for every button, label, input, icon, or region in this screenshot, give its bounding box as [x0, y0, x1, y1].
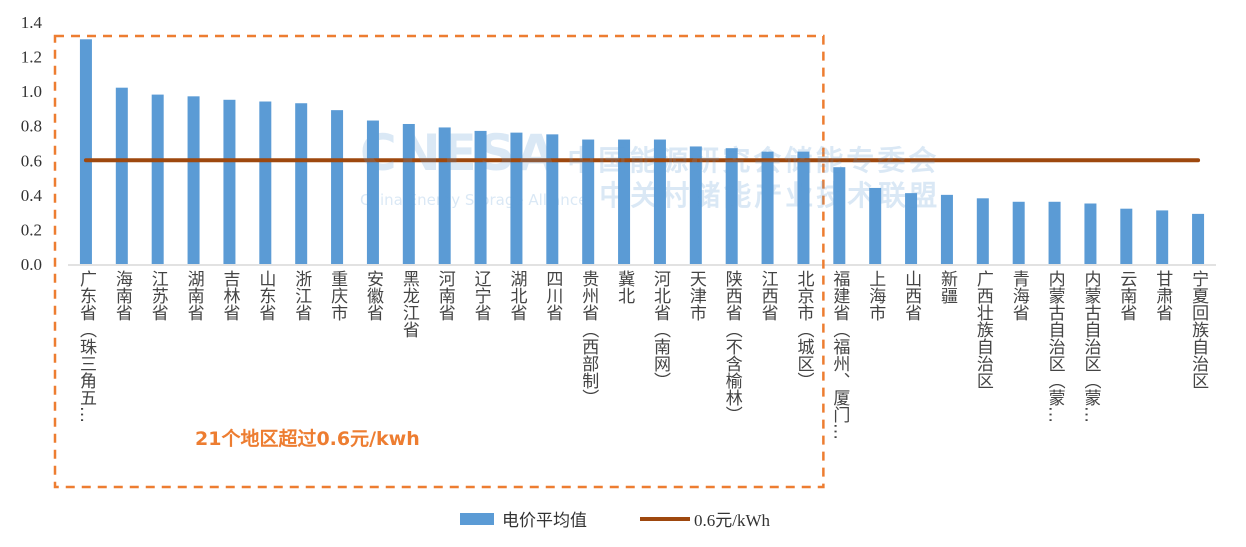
x-tick-label: 湖南省 — [183, 270, 204, 321]
x-tick-label: 新疆 — [936, 270, 957, 304]
bar — [618, 139, 631, 264]
legend-label: 0.6元/kWh — [694, 511, 771, 530]
legend-item-line: 0.6元/kWh — [640, 506, 770, 531]
x-tick-label: 宁夏回族自治区 — [1188, 270, 1209, 389]
bar — [1120, 208, 1133, 264]
x-tick-label: 海南省 — [111, 270, 132, 321]
bar — [869, 187, 882, 264]
y-tick-label: 0.0 — [21, 255, 42, 274]
y-tick-label: 0.8 — [21, 117, 42, 136]
bar — [187, 96, 200, 264]
legend-item-bar: 电价平均值 — [460, 506, 587, 531]
bar — [940, 194, 953, 264]
bar — [402, 123, 415, 264]
bar — [366, 120, 379, 265]
bar — [1192, 213, 1205, 264]
x-tick-label: 北京市（城区） — [793, 270, 814, 389]
bar — [1156, 210, 1169, 264]
legend-label: 电价平均值 — [502, 511, 587, 531]
x-tick-label: 江苏省 — [147, 270, 168, 321]
legend-swatch-line — [640, 516, 690, 521]
bar — [259, 101, 272, 264]
bar — [438, 127, 451, 264]
x-tick-label: 内蒙古自治区（蒙… — [1044, 270, 1065, 423]
bar — [833, 167, 846, 264]
bar — [510, 132, 523, 264]
x-tick-label: 云南省 — [1116, 270, 1137, 321]
bar — [905, 193, 918, 264]
bar — [546, 134, 559, 264]
bar — [1012, 201, 1025, 264]
x-tick-label: 安徽省 — [362, 270, 383, 321]
y-tick-label: 0.4 — [21, 186, 43, 205]
y-tick-label: 1.2 — [21, 48, 42, 67]
annotation-text: 21个地区超过0.6元/kwh — [195, 428, 420, 450]
bar — [1084, 203, 1097, 264]
bar — [1048, 201, 1061, 264]
bar — [474, 130, 487, 264]
bar — [331, 110, 344, 265]
x-tick-label: 重庆市 — [327, 270, 348, 321]
x-tick-label: 黑龙江省 — [398, 270, 419, 338]
x-tick-label: 河南省 — [434, 270, 455, 321]
x-tick-label: 河北省（南网） — [649, 270, 670, 389]
bar — [725, 148, 738, 264]
x-tick-label: 上海市 — [865, 270, 886, 321]
x-tick-label: 湖北省 — [506, 270, 527, 321]
x-tick-label: 四川省 — [542, 270, 563, 321]
bar — [761, 151, 774, 264]
bar — [976, 198, 989, 264]
bar — [79, 39, 92, 265]
bar — [689, 146, 702, 264]
bar — [151, 94, 164, 264]
x-tick-label: 冀北 — [614, 270, 635, 304]
x-tick-label: 广西壮族自治区 — [972, 270, 993, 389]
x-tick-label: 贵州省（西部制） — [578, 270, 599, 406]
x-tick-label: 陕西省（不含榆林） — [721, 270, 742, 423]
y-tick-label: 0.2 — [21, 220, 42, 239]
x-tick-label: 浙江省 — [291, 270, 312, 321]
x-tick-label: 福建省（福州、厦门… — [829, 270, 850, 440]
legend-swatch-bar — [460, 512, 494, 525]
x-tick-label: 青海省 — [1008, 270, 1029, 321]
x-tick-label: 甘肃省 — [1152, 270, 1173, 321]
bar — [115, 87, 128, 264]
y-tick-label: 0.6 — [21, 151, 42, 170]
bar — [223, 99, 236, 265]
annotation-box — [53, 34, 825, 489]
x-tick-label: 山西省 — [901, 270, 922, 321]
x-tick-label: 辽宁省 — [470, 270, 491, 321]
x-tick-label: 天津市 — [685, 270, 706, 321]
y-tick-label: 1.4 — [21, 13, 43, 32]
x-tick-label: 吉林省 — [219, 270, 240, 321]
bar — [295, 103, 308, 264]
x-tick-label: 广东省（珠三角五… — [75, 270, 96, 423]
y-tick-label: 1.0 — [21, 82, 42, 101]
bar — [797, 151, 810, 264]
bar — [582, 139, 595, 264]
bar — [653, 139, 666, 264]
x-tick-label: 江西省 — [757, 270, 778, 321]
x-tick-label: 山东省 — [255, 270, 276, 321]
x-tick-label: 内蒙古自治区（蒙… — [1080, 270, 1101, 423]
